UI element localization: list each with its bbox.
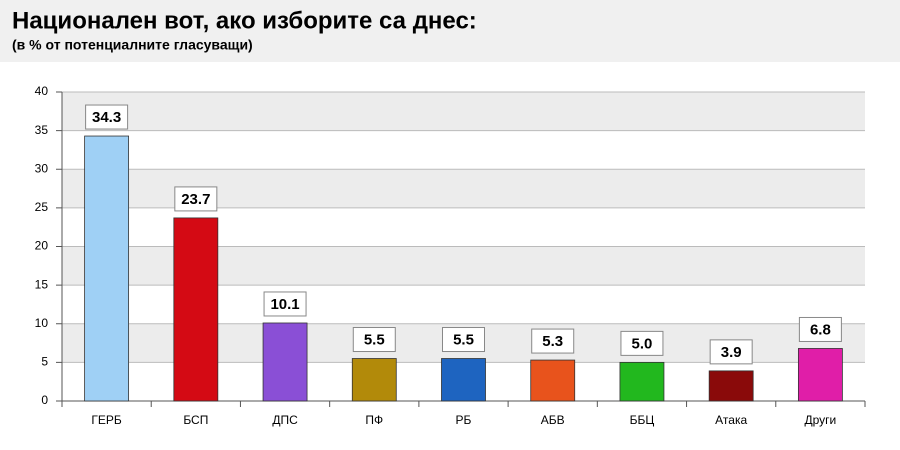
y-tick-label: 20 — [35, 239, 49, 253]
value-label: 6.8 — [810, 321, 831, 338]
bar — [351, 358, 397, 402]
value-label-box — [442, 327, 485, 353]
x-tick-label: БСП — [183, 413, 208, 427]
header-band — [0, 0, 900, 62]
bar — [708, 370, 754, 402]
x-tick-label: ГЕРБ — [91, 413, 122, 427]
value-label-box — [798, 316, 842, 342]
bar — [619, 361, 665, 402]
y-tick-label: 40 — [35, 84, 49, 98]
x-tick-label: АБВ — [541, 413, 565, 427]
chart-title: Национален вот, ако изборите са днес: — [12, 7, 477, 34]
x-tick-label: ББЦ — [630, 413, 655, 427]
value-label-box — [352, 327, 396, 353]
value-label-box — [174, 186, 218, 212]
value-label-box — [531, 328, 575, 354]
bar — [262, 322, 308, 402]
bar — [530, 359, 576, 402]
y-tick-label: 30 — [35, 161, 49, 175]
value-label-box — [709, 339, 753, 365]
value-label: 23.7 — [181, 191, 210, 208]
x-tick-label: Атака — [715, 413, 747, 427]
value-label: 3.9 — [721, 344, 742, 361]
x-tick-label: ПФ — [365, 413, 383, 427]
bar — [441, 358, 486, 402]
value-label: 34.3 — [92, 109, 121, 126]
y-tick-label: 10 — [35, 316, 49, 330]
value-label-box — [263, 291, 307, 317]
value-label: 5.3 — [542, 333, 563, 350]
value-label-box — [85, 104, 129, 130]
value-label: 10.1 — [270, 296, 299, 313]
x-tick-label: ДПС — [272, 413, 298, 427]
y-tick-label: 25 — [35, 200, 49, 214]
y-tick-label: 15 — [35, 277, 49, 291]
bar — [173, 217, 219, 402]
value-label: 5.5 — [364, 331, 385, 348]
x-tick-label: Други — [805, 413, 837, 427]
chart-subtitle: (в % от потенциалните гласуващи) — [12, 37, 253, 53]
grid-band — [62, 92, 865, 131]
y-tick-label: 35 — [35, 123, 49, 137]
x-tick-label: РБ — [456, 413, 472, 427]
y-tick-label: 5 — [41, 355, 48, 369]
bar — [797, 348, 843, 402]
y-tick-label: 0 — [41, 393, 48, 407]
value-label: 5.0 — [632, 335, 653, 352]
value-label: 5.5 — [453, 331, 474, 348]
bar — [84, 135, 130, 402]
value-label-box — [620, 330, 664, 356]
